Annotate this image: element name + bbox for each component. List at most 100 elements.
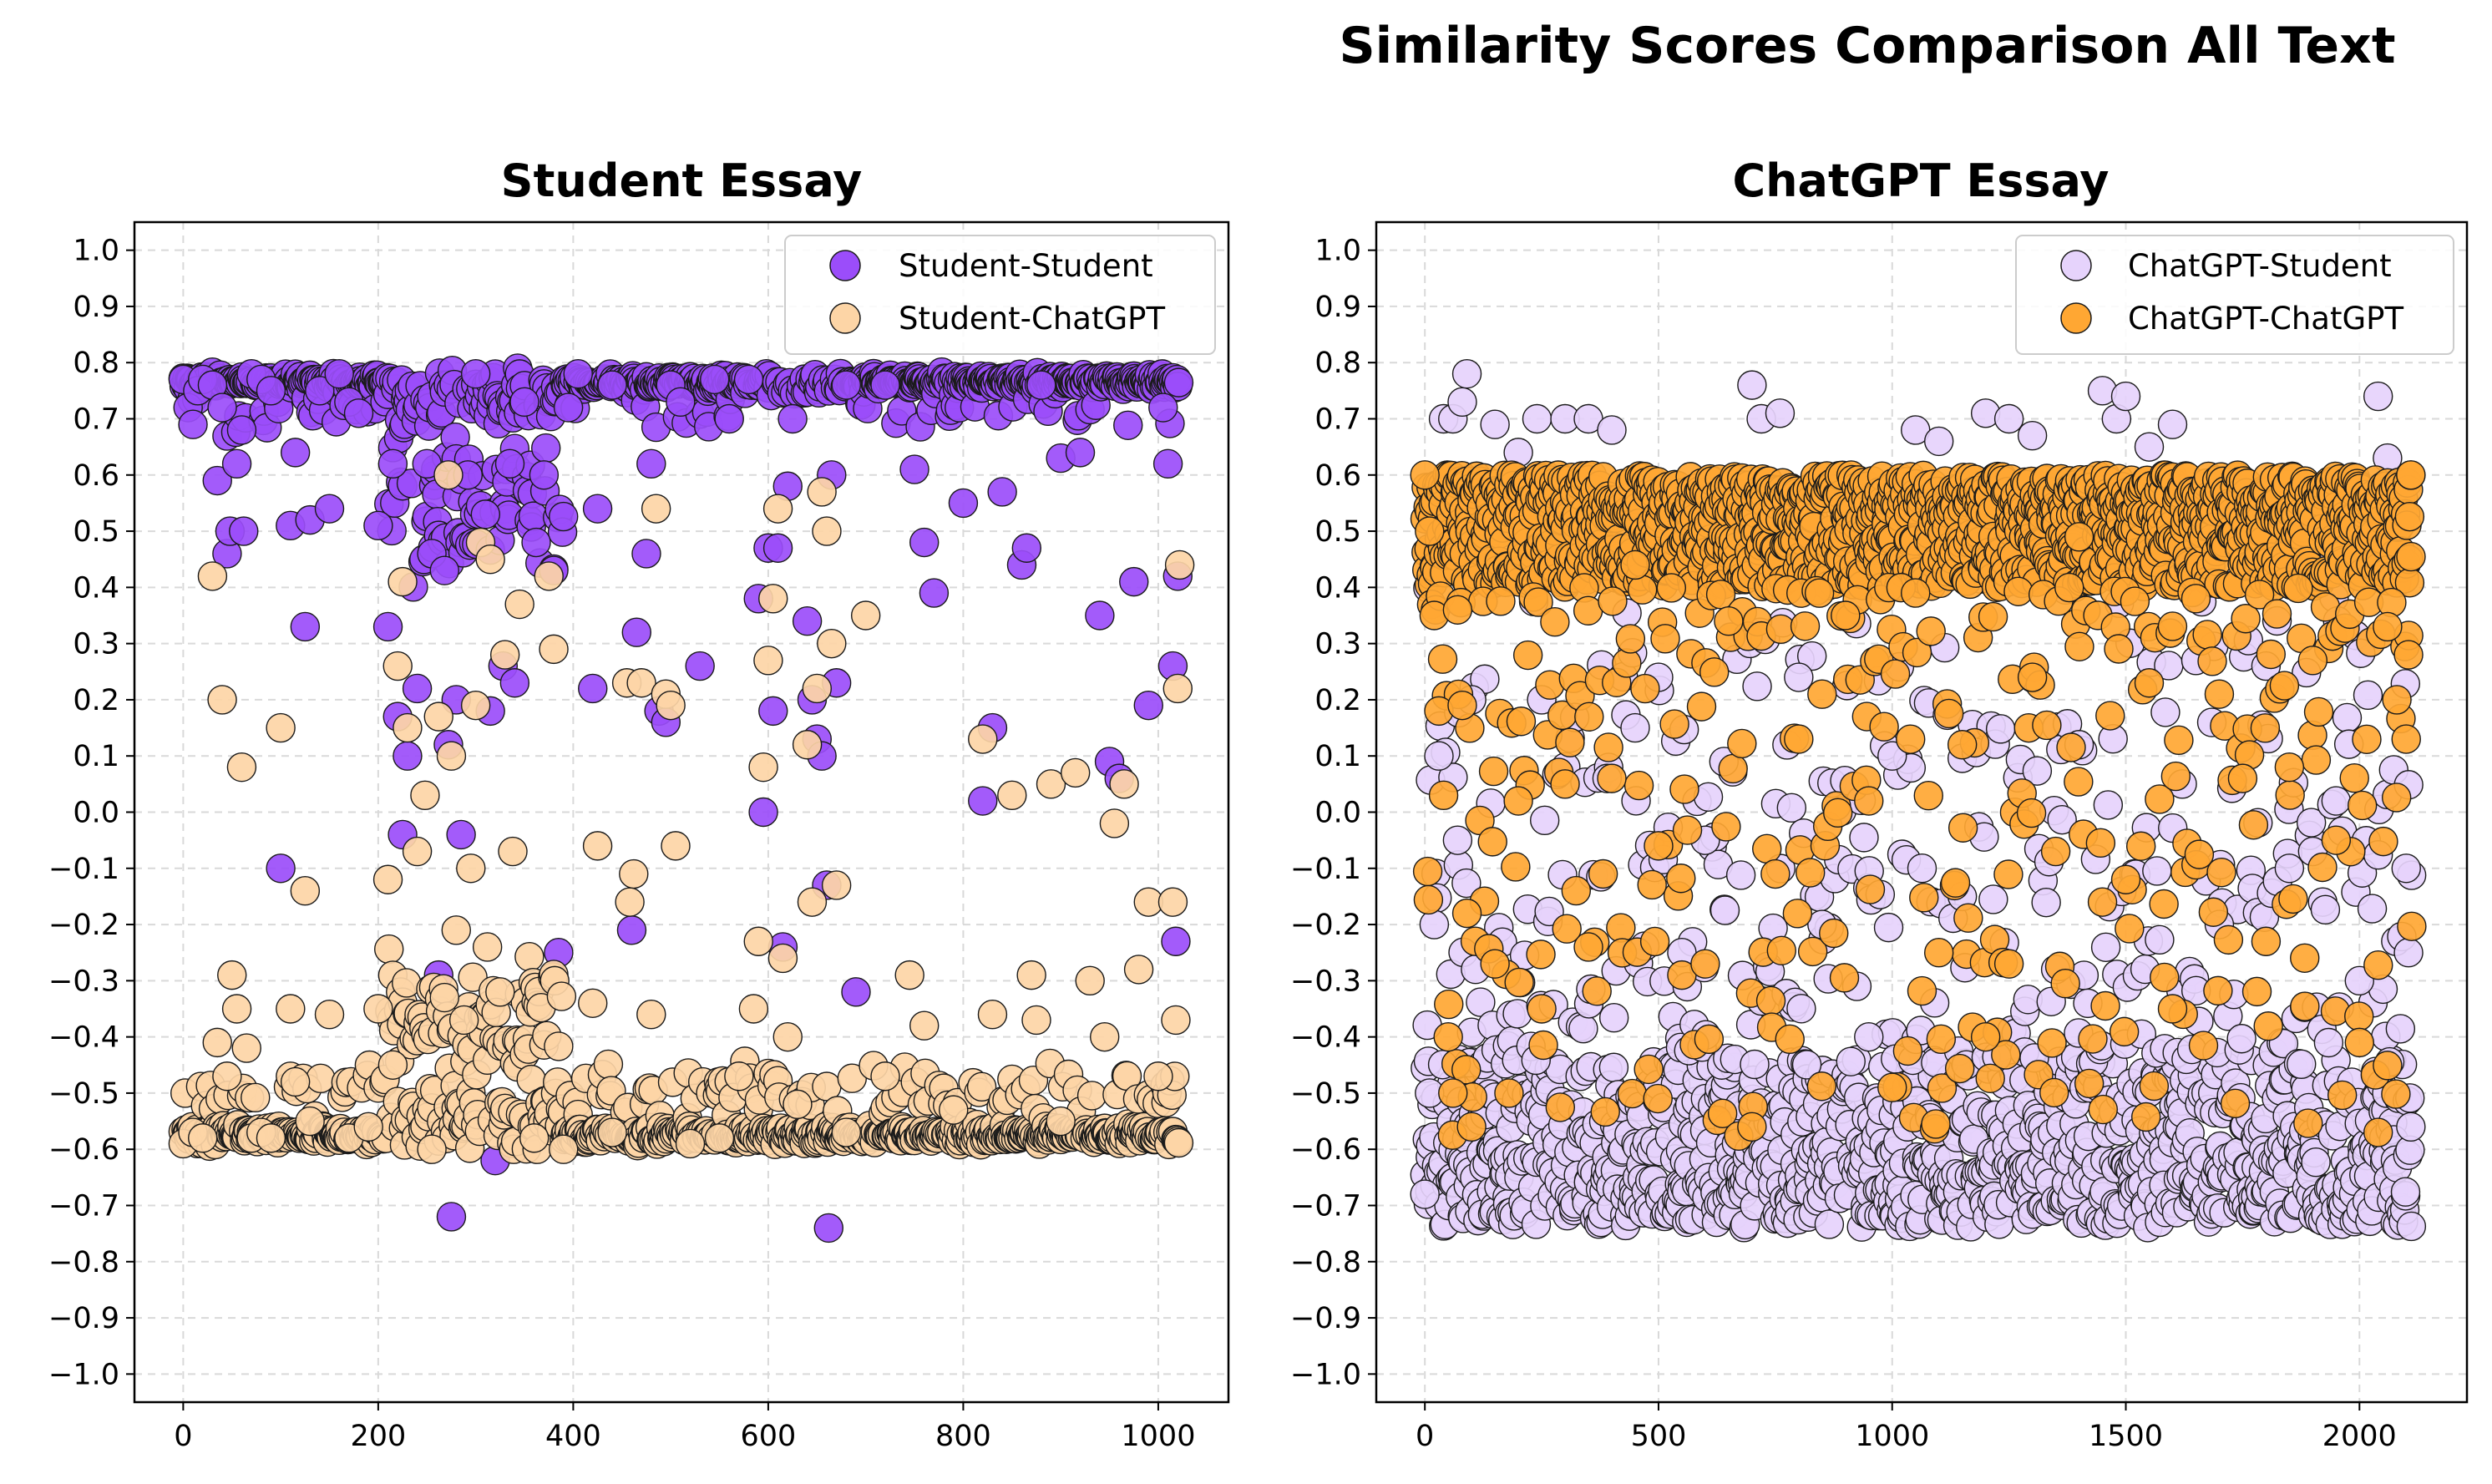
chatgpt-chatgpt-point (1672, 815, 1703, 845)
chatgpt-chatgpt-point (1829, 963, 1860, 993)
chatgpt-chatgpt-point (1427, 644, 1458, 674)
chatgpt-chatgpt-point (1907, 975, 1937, 1006)
chatgpt-chatgpt-point (1615, 624, 1646, 654)
chatgpt-chatgpt-point (1643, 1083, 1673, 1114)
chatgpt-chatgpt-point (1588, 858, 1618, 889)
student-student-point (402, 673, 433, 704)
student-student-point (813, 1213, 844, 1243)
student-chatgpt-point (393, 712, 423, 743)
student-chatgpt-point (1143, 1061, 1173, 1091)
student-chatgpt-point (1021, 1005, 1051, 1036)
chatgpt-student-point (2357, 894, 2388, 924)
y-tick-label: 0.1 (73, 740, 119, 773)
right-panel: −1.0−0.9−0.8−0.7−0.6−0.5−0.4−0.3−0.2−0.1… (1290, 220, 2469, 1453)
chatgpt-student-point (2090, 932, 2121, 962)
chatgpt-student-point (2031, 887, 2061, 918)
chatgpt-chatgpt-point (1892, 1036, 1923, 1066)
chatgpt-student-point (2396, 1211, 2427, 1242)
y-tick-label: −0.2 (48, 909, 119, 942)
chatgpt-student-point (2287, 1049, 2317, 1080)
x-tick-label: 800 (935, 1420, 991, 1453)
chatgpt-chatgpt-point (1555, 727, 1585, 757)
student-chatgpt-point (1076, 1081, 1107, 1111)
student-chatgpt-point (519, 1123, 550, 1153)
chatgpt-chatgpt-point (1593, 732, 1623, 762)
student-student-point (460, 358, 491, 389)
student-chatgpt-point (661, 831, 691, 861)
chatgpt-chatgpt-point (1526, 940, 1556, 970)
student-chatgpt-point (997, 780, 1027, 811)
student-chatgpt-point (441, 915, 471, 945)
student-chatgpt-point (402, 836, 433, 867)
chatgpt-student-point (1480, 409, 1510, 439)
chatgpt-student-point (1424, 741, 1454, 771)
student-chatgpt-point (534, 561, 564, 591)
student-chatgpt-point (392, 968, 422, 998)
student-student-point (1163, 367, 1194, 398)
student-student-point (202, 465, 232, 496)
figure-title: Similarity Scores Comparison All Text (1339, 17, 2395, 75)
student-student-point (372, 611, 403, 642)
chatgpt-chatgpt-point (1916, 616, 1946, 646)
chatgpt-student-point (2093, 790, 2124, 820)
chatgpt-student-point (1854, 1021, 1884, 1052)
chatgpt-student-point (2274, 853, 2305, 884)
chatgpt-student-point (2134, 432, 2165, 462)
y-tick-label: −1.0 (48, 1358, 119, 1391)
student-student-point (831, 370, 862, 400)
chatgpt-student-point (1765, 398, 1796, 428)
chatgpt-chatgpt-point (1804, 578, 1835, 608)
student-chatgpt-point (188, 1123, 218, 1153)
student-chatgpt-point (280, 1066, 311, 1097)
student-chatgpt-point (758, 584, 788, 614)
student-chatgpt-point (549, 1134, 579, 1164)
student-student-point (266, 853, 296, 884)
student-student-point (377, 448, 408, 479)
chatgpt-student-point (1993, 403, 2024, 434)
chatgpt-chatgpt-point (1823, 798, 1853, 828)
student-chatgpt-point (619, 858, 649, 889)
y-tick-label: 0.4 (73, 571, 119, 605)
y-tick-label: −0.7 (48, 1190, 119, 1223)
student-student-point (563, 358, 593, 389)
student-student-point (305, 376, 335, 406)
student-chatgpt-point (485, 977, 515, 1007)
y-tick-label: 1.0 (73, 235, 119, 268)
chatgpt-student-point (1907, 853, 1937, 884)
student-student-point (436, 1202, 467, 1232)
student-student-point (948, 488, 979, 519)
student-chatgpt-point (290, 875, 321, 906)
student-student-point (226, 415, 257, 445)
student-chatgpt-point (1046, 1106, 1076, 1137)
chatgpt-student-point (1522, 403, 1552, 434)
student-chatgpt-point (197, 561, 228, 591)
chatgpt-chatgpt-point (1993, 859, 2023, 889)
student-student-point (499, 668, 530, 698)
chatgpt-chatgpt-point (2003, 576, 2034, 606)
student-chatgpt-point (266, 712, 296, 743)
y-tick-label: 0.2 (73, 684, 119, 717)
student-chatgpt-point (582, 831, 613, 861)
chatgpt-chatgpt-point (1909, 883, 1939, 913)
student-student-point (324, 358, 354, 389)
chatgpt-student-point (1786, 994, 1816, 1024)
student-student-point (733, 364, 764, 395)
student-chatgpt-point (256, 1123, 286, 1153)
chatgpt-chatgpt-point (1948, 813, 1978, 843)
chatgpt-chatgpt-point (1504, 967, 1534, 998)
chatgpt-chatgpt-point (1478, 756, 1509, 787)
student-student-point (1113, 410, 1143, 440)
student-chatgpt-point (675, 1128, 706, 1159)
student-chatgpt-point (514, 941, 544, 972)
student-student-point (314, 494, 345, 524)
student-student-point (1026, 370, 1056, 400)
student-student-point (1152, 448, 1183, 479)
chatgpt-chatgpt-point (1782, 899, 1813, 929)
student-chatgpt-point (382, 651, 413, 681)
student-chatgpt-point (802, 673, 832, 704)
chatgpt-student-point (2301, 1147, 2331, 1178)
student-chatgpt-point (374, 934, 404, 965)
chatgpt-student-point (1836, 1046, 1866, 1076)
right-panel-title: ChatGPT Essay (1732, 154, 2109, 207)
student-student-point (578, 673, 608, 704)
